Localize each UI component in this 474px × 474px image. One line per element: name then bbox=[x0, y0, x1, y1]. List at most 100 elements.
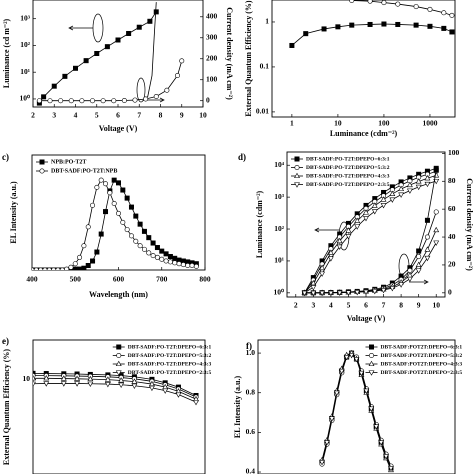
marker bbox=[380, 287, 387, 294]
y-tick-label: 0.6 bbox=[246, 427, 256, 436]
legend-label: DBT-SADF:PO-T2T:DPEPO=4:3:3 bbox=[306, 173, 390, 179]
y-axis-label: External Quantum Efficiency (%) bbox=[2, 349, 11, 466]
marker bbox=[33, 375, 36, 381]
marker bbox=[319, 460, 325, 466]
marker bbox=[107, 190, 113, 196]
series-line bbox=[304, 175, 437, 294]
marker bbox=[371, 209, 378, 215]
marker bbox=[43, 375, 50, 381]
marker bbox=[98, 177, 104, 183]
x-tick-label: 600 bbox=[113, 275, 125, 284]
y2-tick-label: 100 bbox=[206, 74, 218, 83]
legend-label: DBT-SADF:POT2T:DPEPO=5:3:2 bbox=[381, 353, 463, 359]
legend-label: DBT-SADF:PO-T2T:DPEPO=4:3:3 bbox=[128, 361, 212, 367]
marker bbox=[116, 180, 122, 186]
y2-tick-label: 100 bbox=[448, 148, 460, 157]
x-tick-label: 3 bbox=[311, 301, 315, 310]
marker bbox=[354, 290, 361, 296]
marker bbox=[103, 209, 109, 215]
marker bbox=[389, 190, 396, 196]
series-line bbox=[33, 383, 197, 403]
marker bbox=[395, 21, 401, 27]
plot-area bbox=[36, 2, 185, 106]
legend-label: DBT-SADF:PO-T2T:DPEPO=5:3:2 bbox=[306, 165, 390, 171]
marker bbox=[378, 440, 385, 446]
marker bbox=[358, 370, 365, 377]
marker bbox=[90, 98, 96, 104]
x-tick-label: 10 bbox=[199, 111, 207, 120]
x-tick-label: 1 bbox=[290, 119, 294, 128]
y-tick-label: 0.8 bbox=[246, 387, 256, 396]
marker bbox=[131, 383, 138, 389]
marker bbox=[60, 381, 67, 387]
marker bbox=[87, 381, 94, 388]
annotation-arrowhead bbox=[314, 227, 320, 233]
marker bbox=[398, 192, 405, 198]
marker bbox=[90, 202, 96, 208]
marker bbox=[136, 24, 142, 30]
marker bbox=[335, 24, 341, 30]
series-line bbox=[304, 180, 437, 294]
marker bbox=[164, 87, 170, 93]
marker bbox=[104, 376, 111, 382]
marker bbox=[289, 42, 295, 48]
y-tick-label: 1.0 bbox=[246, 348, 256, 357]
marker bbox=[64, 266, 70, 270]
marker bbox=[115, 37, 121, 43]
legend-label: DBT-SADF:PO-T2T:DPEPO=6:3:1 bbox=[128, 344, 212, 350]
marker bbox=[380, 196, 387, 202]
y-axis-label: Luminance (cd m⁻²) bbox=[2, 19, 11, 89]
marker bbox=[413, 4, 419, 10]
plot-area bbox=[319, 349, 394, 473]
x-tick-label: 800 bbox=[199, 275, 211, 284]
plot-area bbox=[33, 370, 199, 406]
marker bbox=[294, 182, 300, 188]
y-tick-label: 10³ bbox=[274, 192, 285, 201]
marker bbox=[193, 400, 199, 406]
y-tick-label: 0.01 bbox=[256, 107, 269, 116]
marker bbox=[74, 381, 80, 387]
marker bbox=[149, 385, 155, 392]
marker bbox=[116, 352, 122, 358]
marker bbox=[128, 233, 134, 239]
marker bbox=[85, 263, 91, 269]
marker bbox=[368, 406, 375, 412]
marker bbox=[349, 22, 355, 28]
marker bbox=[433, 167, 439, 173]
y2-tick-label: 80 bbox=[448, 176, 456, 185]
marker bbox=[33, 370, 36, 376]
marker bbox=[373, 424, 380, 430]
marker bbox=[163, 251, 169, 257]
marker bbox=[47, 98, 53, 104]
y-axis-label: EL Intensity (a.u.) bbox=[233, 376, 242, 439]
marker bbox=[449, 29, 455, 35]
marker bbox=[115, 360, 122, 367]
y-tick-label: 10² bbox=[20, 40, 31, 49]
x-axis-label: Voltage (V) bbox=[99, 124, 138, 133]
legend-label: DBT-SADF:POT2T:DPEPO=2:3:5 bbox=[381, 370, 463, 376]
y-tick-label: 1 bbox=[265, 17, 269, 26]
marker bbox=[90, 258, 96, 264]
legend-label: DBT-SADF:POT2T:DPEPO=6:3:1 bbox=[381, 344, 463, 350]
marker bbox=[327, 290, 334, 297]
marker bbox=[74, 375, 80, 381]
marker bbox=[68, 264, 74, 270]
marker bbox=[406, 188, 413, 194]
marker bbox=[81, 265, 87, 270]
marker bbox=[104, 44, 110, 50]
y2-axis-label: Current density (mA cm⁻²) bbox=[225, 7, 234, 100]
marker bbox=[33, 381, 36, 388]
marker bbox=[345, 290, 352, 296]
marker bbox=[146, 250, 152, 256]
marker bbox=[167, 254, 173, 260]
x-tick-label: 2 bbox=[294, 301, 298, 310]
y-tick-label: 10⁴ bbox=[274, 160, 285, 169]
marker bbox=[124, 195, 130, 201]
marker bbox=[143, 96, 149, 102]
y-axis-label: Luminance (cdm⁻²) bbox=[255, 191, 264, 259]
marker bbox=[398, 185, 405, 192]
marker bbox=[427, 6, 433, 12]
marker bbox=[146, 235, 152, 241]
marker bbox=[150, 253, 156, 259]
